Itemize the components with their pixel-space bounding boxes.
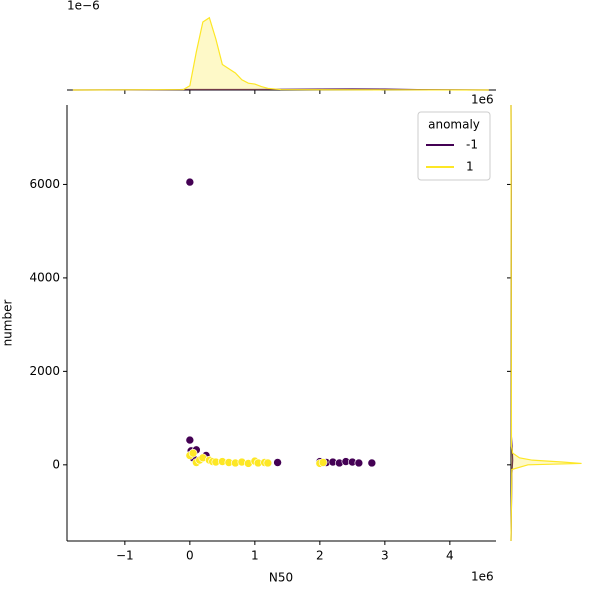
point — [273, 458, 282, 467]
top-density-line — [72, 16, 489, 91]
x-tick-label: −1 — [116, 549, 134, 563]
right-density-fill — [511, 105, 582, 541]
y-tick-label: 0 — [52, 457, 60, 471]
right-density-line — [510, 104, 582, 542]
point — [367, 458, 377, 468]
point — [354, 458, 364, 468]
legend-label: 1 — [466, 160, 474, 174]
marginal-offset: 1e−6 — [67, 0, 100, 13]
x-axis-label: N50 — [269, 571, 293, 585]
x-tick-label: 2 — [316, 549, 324, 563]
point — [263, 458, 273, 468]
x-tick-label: 1 — [251, 549, 259, 563]
point — [185, 435, 195, 445]
legend-label: -1 — [466, 138, 478, 152]
x-offset: 1e6 — [471, 570, 494, 584]
x-tick-label: 0 — [186, 549, 194, 563]
point — [185, 177, 195, 187]
y-axis-label: number — [1, 300, 15, 347]
point — [318, 458, 328, 467]
legend-title: anomaly — [428, 118, 480, 132]
top-offset: 1e6 — [471, 93, 494, 107]
x-tick-label: 4 — [446, 549, 454, 563]
y-tick-label: 4000 — [29, 270, 60, 284]
y-tick-label: 6000 — [29, 177, 60, 191]
y-tick-label: 2000 — [29, 364, 60, 378]
point — [188, 448, 198, 458]
x-tick-label: 3 — [381, 549, 389, 563]
top-density-fill — [72, 17, 489, 90]
